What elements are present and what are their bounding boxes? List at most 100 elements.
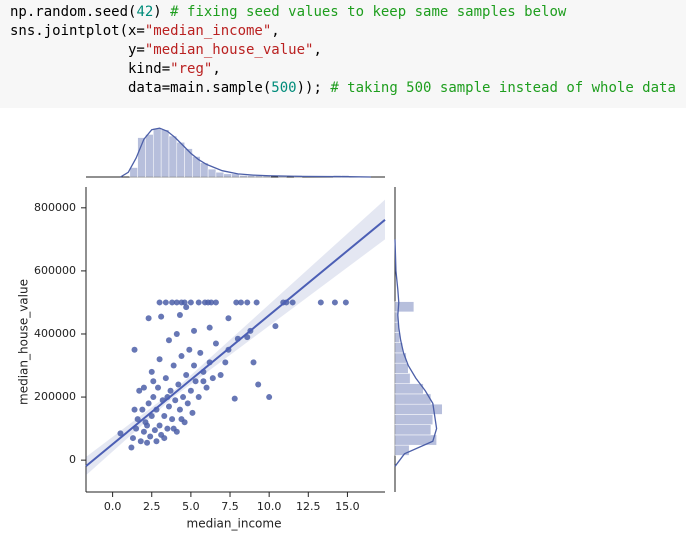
scatter-point	[186, 346, 193, 353]
scatter-point	[140, 428, 147, 435]
y-tick-label: 0	[69, 453, 76, 466]
scatter-point	[139, 406, 146, 413]
scatter-point	[222, 359, 229, 366]
scatter-point	[169, 416, 176, 423]
scatter-point	[170, 425, 177, 432]
scatter-point	[136, 387, 143, 394]
y-tick-label: 400000	[34, 327, 76, 340]
scatter-point	[134, 416, 141, 423]
code-token: "reg"	[170, 61, 213, 77]
code-token: ,	[313, 42, 322, 58]
scatter-point	[212, 340, 219, 347]
y-hist-bar	[394, 383, 424, 395]
scatter-point	[212, 299, 219, 306]
code-token: "median_income"	[144, 23, 272, 39]
scatter-point	[183, 304, 190, 311]
x-hist-bar	[215, 172, 225, 178]
scatter-point	[161, 435, 168, 442]
y-hist-bar	[394, 444, 410, 456]
scatter-point	[169, 299, 176, 306]
scatter-point	[272, 323, 279, 330]
scatter-point	[203, 384, 210, 391]
scatter-point	[129, 435, 136, 442]
scatter-point	[244, 299, 251, 306]
y-tick-label: 600000	[34, 264, 76, 277]
x-tick-label: 12.5	[296, 500, 321, 513]
y-hist-bar	[394, 393, 432, 405]
scatter-point	[206, 324, 213, 331]
scatter-point	[317, 299, 324, 306]
x-hist-bar	[160, 129, 170, 178]
scatter-point	[175, 381, 182, 388]
x-kde	[120, 127, 371, 178]
scatter-point	[217, 371, 224, 378]
scatter-point	[150, 394, 157, 401]
code-token: np.random.seed(	[10, 4, 137, 20]
x-tick-label: 7.5	[221, 500, 239, 513]
x-hist-bar	[153, 127, 162, 178]
scatter-point	[178, 416, 185, 423]
scatter-point	[153, 438, 160, 445]
scatter-point	[156, 422, 163, 429]
code-token: ,	[271, 23, 280, 39]
code-line: data=main.sample(500)); # taking 500 sam…	[10, 79, 686, 98]
scatter-point	[137, 438, 144, 445]
scatter-point	[145, 400, 152, 407]
scatter-point	[342, 299, 349, 306]
code-token: sns.jointplot(x=	[10, 23, 145, 39]
scatter-point	[195, 299, 202, 306]
scatter-point	[117, 430, 124, 437]
scatter-point	[145, 315, 152, 322]
y-hist-bar	[394, 414, 434, 425]
scatter-point	[148, 368, 155, 375]
scatter-point	[147, 433, 154, 440]
y-hist-bar	[394, 332, 400, 343]
y-kde	[394, 239, 438, 467]
code-cell: np.random.seed(42) # fixing seed values …	[0, 0, 686, 108]
scatter-point	[170, 362, 177, 369]
scatter-point	[181, 299, 188, 306]
scatter-point	[331, 299, 338, 306]
x-hist-bar	[207, 168, 217, 178]
scatter-point	[156, 299, 163, 306]
scatter-point	[231, 395, 238, 402]
scatter-point	[144, 422, 151, 429]
scatter-point	[173, 299, 180, 306]
scatter-point	[176, 312, 183, 319]
y-axis-label: median_house_value	[17, 279, 31, 405]
y-hist-bar	[394, 301, 415, 313]
scatter-point	[144, 439, 151, 446]
scatter-point	[266, 394, 273, 401]
x-hist-bar	[239, 175, 248, 178]
scatter-point	[289, 299, 296, 306]
x-hist-bar	[145, 134, 154, 178]
scatter-point	[151, 427, 158, 434]
scatter-point	[192, 378, 199, 385]
code-token: ));	[296, 80, 331, 96]
code-line: kind="reg",	[10, 60, 686, 79]
scatter-point	[128, 444, 135, 451]
y-hist-bar	[394, 403, 443, 415]
code-line: y="median_house_value",	[10, 41, 686, 60]
scatter-point	[155, 384, 162, 391]
scatter-point	[131, 346, 138, 353]
scatter-point	[162, 375, 169, 382]
scatter-point	[156, 356, 163, 363]
scatter-point	[191, 362, 198, 369]
scatter-point	[209, 375, 216, 382]
y-hist-bar	[394, 434, 437, 446]
scatter-point	[178, 353, 185, 360]
x-tick-label: 0.0	[104, 500, 122, 513]
scatter-point	[180, 394, 187, 401]
scatter-point	[195, 394, 202, 401]
scatter-point	[253, 299, 260, 306]
scatter-point	[184, 400, 191, 407]
scatter-point	[161, 412, 168, 419]
x-tick-label: 10.0	[257, 500, 282, 513]
code-token: "median_house_value"	[144, 42, 314, 58]
code-line: np.random.seed(42) # fixing seed values …	[10, 3, 686, 22]
scatter-point	[233, 299, 240, 306]
code-token: 42	[136, 4, 154, 20]
